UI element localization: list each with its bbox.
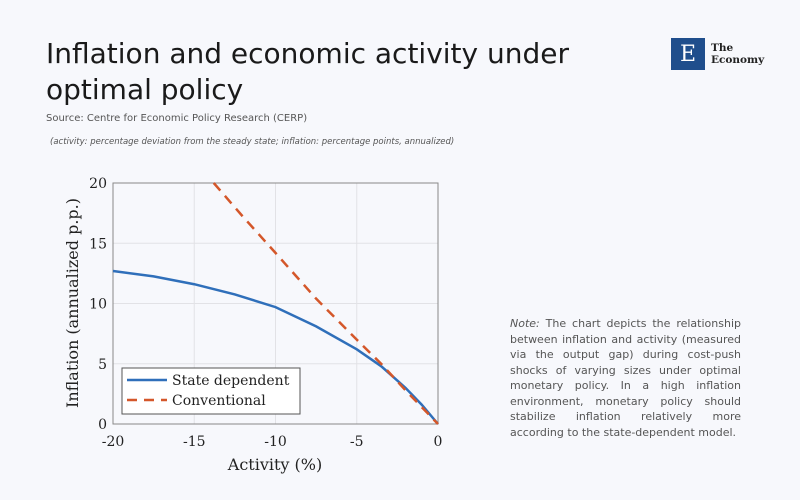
page-title: Inflation and economic activity under op… bbox=[46, 37, 570, 106]
logo: E The Economy bbox=[671, 38, 764, 70]
series-line-conventional bbox=[212, 182, 439, 425]
y-tick-label: 15 bbox=[89, 236, 107, 252]
x-tick-label: -10 bbox=[264, 434, 287, 450]
y-tick-label: 10 bbox=[89, 297, 107, 313]
units-note: (activity: percentage deviation from the… bbox=[50, 137, 455, 147]
legend-label-state-dependent: State dependent bbox=[172, 373, 290, 389]
y-axis-label: Inflation (annualized p.p.) bbox=[63, 198, 82, 408]
x-tick-label: -20 bbox=[102, 434, 125, 450]
x-tick-label: -15 bbox=[183, 434, 206, 450]
x-axis-label: Activity (%) bbox=[227, 455, 322, 474]
source-text: Source: Centre for Economic Policy Resea… bbox=[46, 113, 308, 124]
x-tick-label: -5 bbox=[350, 434, 364, 450]
logo-line1: The bbox=[711, 42, 734, 54]
plot-frame bbox=[112, 182, 439, 425]
legend: State dependent Conventional bbox=[121, 367, 301, 415]
note-text: The chart depicts the relationship betwe… bbox=[510, 317, 741, 439]
legend-label-conventional: Conventional bbox=[172, 393, 266, 409]
y-tick-label: 0 bbox=[98, 417, 107, 433]
logo-mark: E bbox=[671, 38, 705, 70]
y-tick-label: 20 bbox=[89, 176, 107, 192]
y-tick-label: 5 bbox=[98, 357, 107, 373]
series-line-state-dependent bbox=[112, 269, 439, 425]
chart-note: Note: The chart depicts the relationship… bbox=[510, 316, 741, 440]
note-label: Note: bbox=[510, 317, 540, 330]
x-tick-label: 0 bbox=[434, 434, 443, 450]
logo-line2: Economy bbox=[711, 54, 765, 66]
